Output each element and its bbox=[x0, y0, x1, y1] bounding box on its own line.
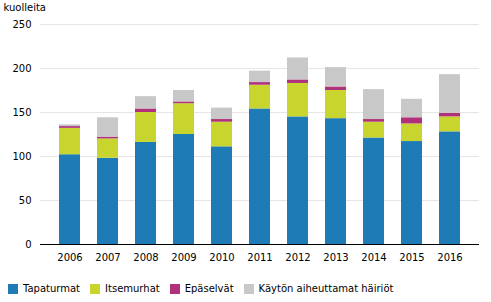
svg-text:0: 0 bbox=[25, 239, 31, 250]
svg-text:2013: 2013 bbox=[323, 252, 348, 263]
svg-text:2015: 2015 bbox=[399, 252, 424, 263]
svg-text:2012: 2012 bbox=[285, 252, 310, 263]
svg-text:250: 250 bbox=[12, 19, 31, 30]
svg-text:2011: 2011 bbox=[247, 252, 272, 263]
svg-text:200: 200 bbox=[12, 63, 31, 74]
svg-text:2016: 2016 bbox=[437, 252, 462, 263]
svg-text:2014: 2014 bbox=[361, 252, 386, 263]
svg-text:2008: 2008 bbox=[133, 252, 158, 263]
html-text:Epäselvät: Epäselvät bbox=[184, 283, 234, 294]
svg-text:100: 100 bbox=[12, 151, 31, 162]
svg-text:kuolleita: kuolleita bbox=[4, 2, 46, 13]
html-text:Käytön aiheuttamat häiriöt: Käytön aiheuttamat häiriöt bbox=[258, 283, 394, 294]
svg-text:150: 150 bbox=[12, 107, 31, 118]
svg-text:50: 50 bbox=[19, 195, 32, 206]
html-text:Tapaturmat: Tapaturmat bbox=[23, 283, 80, 294]
svg-text:2006: 2006 bbox=[57, 252, 82, 263]
svg-text:2010: 2010 bbox=[209, 252, 234, 263]
html-text:Itsemurhat: Itsemurhat bbox=[105, 283, 160, 294]
svg-text:2009: 2009 bbox=[171, 252, 196, 263]
svg-text:2007: 2007 bbox=[95, 252, 120, 263]
